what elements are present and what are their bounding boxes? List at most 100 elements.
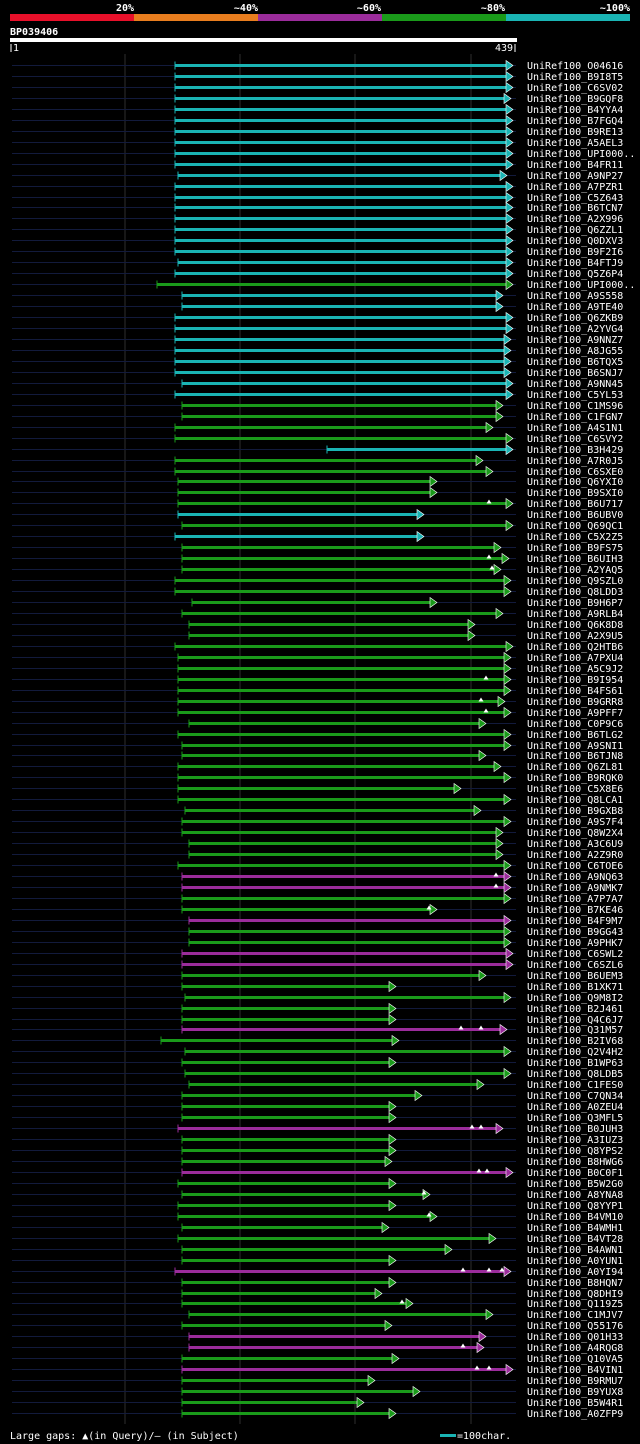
hit-label[interactable]: UniRef100_B6UBV0	[527, 510, 623, 521]
hit-label[interactable]: UniRef100_C5X2Z5	[527, 532, 623, 543]
hit-label[interactable]: UniRef100_Q6YXI0	[527, 477, 623, 488]
hit-label[interactable]: UniRef100_Q69QC1	[527, 521, 623, 532]
hit-row[interactable]: UniRef100_B1XK71	[12, 980, 623, 994]
hit-row[interactable]: UniRef100_B2J461	[12, 1002, 623, 1016]
hit-label[interactable]: UniRef100_Q8YPS2	[527, 1146, 623, 1157]
hit-label[interactable]: UniRef100_B0C0F1	[527, 1168, 623, 1179]
hit-label[interactable]: UniRef100_Q2HTB6	[527, 642, 623, 653]
hit-label[interactable]: UniRef100_A2X9U5	[527, 631, 623, 642]
hit-label[interactable]: UniRef100_B9GQF8	[527, 94, 623, 105]
hit-label[interactable]: UniRef100_A3IUZ3	[527, 1135, 623, 1146]
hit-row[interactable]: UniRef100_C6TOE6	[12, 859, 623, 873]
hit-row[interactable]: UniRef100_A0ZFP9	[12, 1407, 623, 1421]
hit-label[interactable]: UniRef100_Q6ZZL1	[527, 225, 623, 236]
hit-label[interactable]: UniRef100_B5W4R1	[527, 1398, 623, 1409]
hit-row[interactable]: UniRef100_A0YUN1	[12, 1254, 623, 1268]
hit-row[interactable]: UniRef100_B4FTJ9	[12, 256, 623, 270]
hit-label[interactable]: UniRef100_Q119Z5	[527, 1299, 623, 1310]
hit-row[interactable]: UniRef100_B8HQN7	[12, 1276, 623, 1290]
hit-row[interactable]: UniRef100_B9GQF8	[12, 92, 623, 106]
hit-label[interactable]: UniRef100_C5Z643	[527, 193, 623, 204]
hit-label[interactable]: UniRef100_B4VIN1	[527, 1365, 623, 1376]
hit-row[interactable]: UniRef100_B7FGQ4	[12, 114, 623, 128]
hit-label[interactable]: UniRef100_B6UEM3	[527, 971, 623, 982]
hit-label[interactable]: UniRef100_Q8LDD3	[527, 587, 623, 598]
hit-row[interactable]: UniRef100_B6UIH3	[12, 552, 623, 566]
hit-label[interactable]: UniRef100_B9GXB8	[527, 806, 623, 817]
hit-label[interactable]: UniRef100_C6SVY2	[527, 434, 623, 445]
hit-row[interactable]: UniRef100_A7R0J5	[12, 454, 623, 468]
hit-label[interactable]: UniRef100_B0JUH3	[527, 1124, 623, 1135]
hit-row[interactable]: UniRef100_A2YAQ5	[12, 563, 623, 577]
hit-label[interactable]: UniRef100_C6SV02	[527, 83, 623, 94]
hit-label[interactable]: UniRef100_B2J461	[527, 1004, 623, 1015]
hit-row[interactable]: UniRef100_B4YYA4	[12, 103, 623, 117]
hit-label[interactable]: UniRef100_A8YNA8	[527, 1190, 623, 1201]
hit-row[interactable]: UniRef100_A7PZR1	[12, 180, 623, 194]
hit-label[interactable]: UniRef100_Q55176	[527, 1321, 623, 1332]
hit-label[interactable]: UniRef100_B9RE13	[527, 127, 623, 138]
hit-row[interactable]: UniRef100_B7KE46	[12, 903, 623, 917]
hit-row[interactable]: UniRef100_Q8W2X4	[12, 826, 623, 840]
hit-row[interactable]: UniRef100_A3C6U9	[12, 837, 623, 851]
hit-row[interactable]: UniRef100_UPI000..	[12, 278, 635, 292]
hit-label[interactable]: UniRef100_B6U717	[527, 499, 623, 510]
hit-row[interactable]: UniRef100_B9GG43	[12, 925, 623, 939]
hit-label[interactable]: UniRef100_C5X8E6	[527, 784, 623, 795]
hit-label[interactable]: UniRef100_A2YVG4	[527, 324, 623, 335]
hit-label[interactable]: UniRef100_B9F2I6	[527, 247, 623, 258]
hit-row[interactable]: UniRef100_A2X996	[12, 212, 623, 226]
hit-row[interactable]: UniRef100_B9GRR8	[12, 695, 623, 709]
hit-row[interactable]: UniRef100_Q6YXI0	[12, 475, 623, 489]
hit-row[interactable]: UniRef100_A9NP27	[12, 169, 623, 183]
hit-label[interactable]: UniRef100_A4RQG8	[527, 1343, 623, 1354]
hit-row[interactable]: UniRef100_B6UEM3	[12, 969, 623, 983]
hit-label[interactable]: UniRef100_Q8LCA1	[527, 795, 623, 806]
hit-row[interactable]: UniRef100_B6U717	[12, 497, 623, 511]
hit-row[interactable]: UniRef100_B9F2I6	[12, 245, 623, 259]
hit-label[interactable]: UniRef100_B4FR11	[527, 160, 623, 171]
hit-label[interactable]: UniRef100_C1FES0	[527, 1080, 623, 1091]
hit-label[interactable]: UniRef100_A9RLB4	[527, 609, 623, 620]
hit-label[interactable]: UniRef100_Q9M8I2	[527, 993, 623, 1004]
hit-label[interactable]: UniRef100_B4WMH1	[527, 1223, 623, 1234]
hit-row[interactable]: UniRef100_Q3MFL5	[12, 1111, 623, 1125]
hit-row[interactable]: UniRef100_A7P7A7	[12, 892, 623, 906]
hit-label[interactable]: UniRef100_B6SNJ7	[527, 368, 623, 379]
hit-label[interactable]: UniRef100_B4F9M7	[527, 916, 623, 927]
hit-label[interactable]: UniRef100_B9GG43	[527, 927, 623, 938]
hit-label[interactable]: UniRef100_B9H6P7	[527, 598, 623, 609]
hit-label[interactable]: UniRef100_C1MJV7	[527, 1310, 623, 1321]
hit-label[interactable]: UniRef100_Q8W2X4	[527, 828, 623, 839]
hit-label[interactable]: UniRef100_Q31M57	[527, 1025, 623, 1036]
hit-row[interactable]: UniRef100_A9NQ63	[12, 870, 623, 884]
hit-row[interactable]: UniRef100_B0C0F1	[12, 1166, 623, 1180]
hit-label[interactable]: UniRef100_A0YI94	[527, 1267, 623, 1278]
hit-row[interactable]: UniRef100_C1MS96	[12, 399, 623, 413]
hit-row[interactable]: UniRef100_Q8LCA1	[12, 793, 623, 807]
hit-row[interactable]: UniRef100_Q8LDB5	[12, 1067, 623, 1081]
hit-row[interactable]: UniRef100_A0ZEU4	[12, 1100, 623, 1114]
hit-label[interactable]: UniRef100_A9PHK7	[527, 938, 623, 949]
hit-label[interactable]: UniRef100_B6TCN7	[527, 203, 623, 214]
hit-label[interactable]: UniRef100_Q0DXV3	[527, 236, 623, 247]
hit-row[interactable]: UniRef100_B6UBV0	[12, 508, 623, 522]
hit-label[interactable]: UniRef100_A9NN45	[527, 379, 623, 390]
hit-label[interactable]: UniRef100_A9SNI1	[527, 741, 623, 752]
hit-row[interactable]: UniRef100_C1FES0	[12, 1078, 623, 1092]
hit-label[interactable]: UniRef100_UPI000..	[527, 149, 635, 160]
hit-row[interactable]: UniRef100_B6TCN7	[12, 201, 623, 215]
hit-row[interactable]: UniRef100_B9I954	[12, 673, 623, 687]
hit-row[interactable]: UniRef100_A9SNI1	[12, 739, 623, 753]
hit-label[interactable]: UniRef100_Q8YYP1	[527, 1201, 623, 1212]
hit-row[interactable]: UniRef100_B4VT28	[12, 1232, 623, 1246]
hit-label[interactable]: UniRef100_Q6K8D8	[527, 620, 623, 631]
hit-row[interactable]: UniRef100_A9S558	[12, 289, 623, 303]
hit-label[interactable]: UniRef100_B9RMU7	[527, 1376, 623, 1387]
hit-row[interactable]: UniRef100_A9S7F4	[12, 815, 623, 829]
hit-row[interactable]: UniRef100_C1FGN7	[12, 410, 623, 424]
hit-label[interactable]: UniRef100_A2X996	[527, 214, 623, 225]
hit-row[interactable]: UniRef100_A9NN45	[12, 377, 623, 391]
hit-label[interactable]: UniRef100_A0YUN1	[527, 1256, 623, 1267]
hit-label[interactable]: UniRef100_B1WP63	[527, 1058, 623, 1069]
